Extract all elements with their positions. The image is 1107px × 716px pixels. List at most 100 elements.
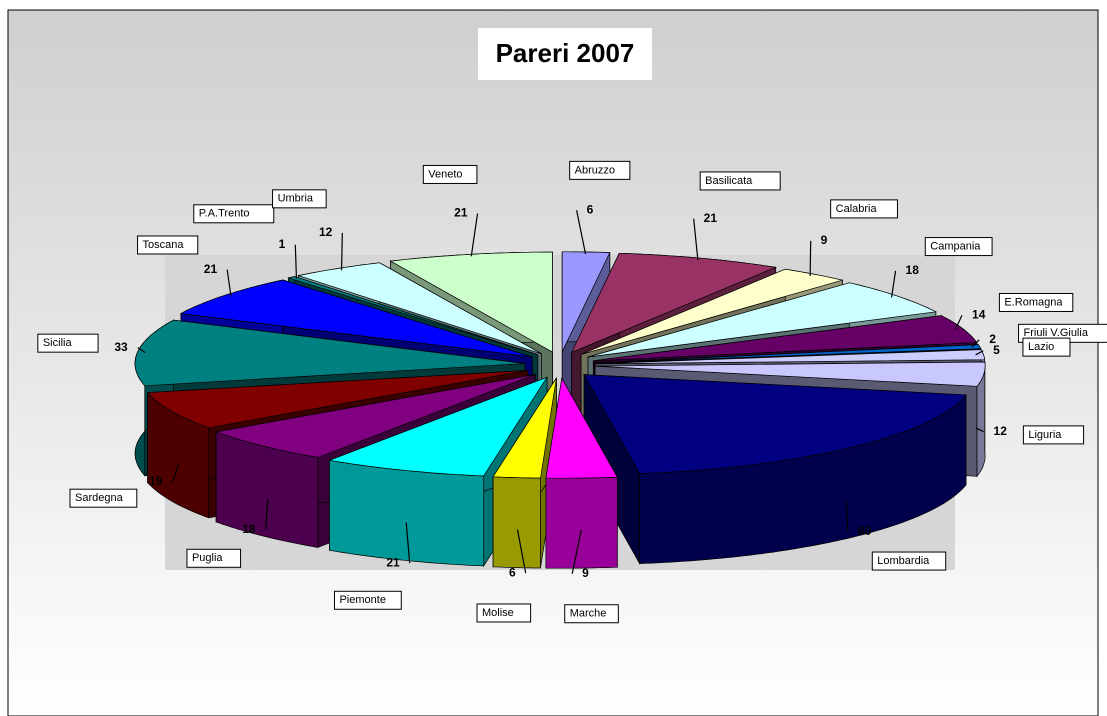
leader-line xyxy=(571,529,582,574)
category-box xyxy=(569,160,631,180)
data-label: 12 xyxy=(319,225,333,239)
category-box xyxy=(476,603,532,623)
data-label: 21 xyxy=(704,211,718,225)
leader-line xyxy=(226,269,232,297)
slice xyxy=(389,251,553,353)
category-box xyxy=(924,237,993,257)
category-box xyxy=(186,548,242,568)
slice xyxy=(580,268,843,355)
slice xyxy=(583,374,967,474)
leader-line xyxy=(890,270,897,298)
slice xyxy=(595,361,986,387)
leader-line xyxy=(845,499,849,532)
data-label: 18 xyxy=(906,263,920,277)
category-label: Molise xyxy=(482,607,514,619)
category-label: Veneto xyxy=(428,168,462,180)
category-label: P.A.Trento xyxy=(199,208,250,220)
category-label: Toscana xyxy=(143,239,185,251)
chart-title: Pareri 2007 xyxy=(496,38,635,68)
category-box xyxy=(998,292,1074,312)
data-label: 9 xyxy=(821,233,828,247)
leader-line xyxy=(971,339,980,348)
data-label: 60 xyxy=(858,524,872,538)
category-box xyxy=(69,488,138,508)
pie xyxy=(134,251,986,569)
category-label: Abruzzo xyxy=(575,164,615,176)
slice xyxy=(214,374,536,458)
slice xyxy=(492,377,557,479)
data-label: 2 xyxy=(989,332,996,346)
category-box xyxy=(699,171,781,191)
slice xyxy=(328,376,548,477)
slice xyxy=(545,377,618,479)
category-box xyxy=(193,204,275,224)
slice xyxy=(134,319,526,387)
category-box xyxy=(37,333,99,353)
category-label: Umbria xyxy=(278,193,314,205)
category-box xyxy=(1022,425,1085,445)
data-label: 21 xyxy=(454,206,468,220)
leader-line xyxy=(171,463,180,483)
slice xyxy=(595,349,986,365)
leader-line xyxy=(405,522,411,564)
data-label: 5 xyxy=(993,343,1000,357)
slice xyxy=(587,282,937,358)
data-label: 19 xyxy=(149,474,163,488)
slice xyxy=(594,344,982,364)
category-label: Lombardia xyxy=(877,555,930,567)
data-label: 6 xyxy=(587,202,594,216)
data-label: 12 xyxy=(994,424,1008,438)
category-box xyxy=(830,199,898,219)
data-label: 18 xyxy=(242,522,256,536)
category-label: Basilicata xyxy=(705,175,753,187)
title-box xyxy=(478,28,652,80)
leader-line xyxy=(809,240,812,276)
slice-wall xyxy=(545,476,618,569)
leader-line xyxy=(264,498,269,530)
category-label: Piemonte xyxy=(339,594,385,606)
category-label: Calabria xyxy=(836,203,878,215)
category-box xyxy=(272,189,327,209)
category-box xyxy=(137,235,199,255)
leader-line xyxy=(576,210,587,255)
slice xyxy=(146,370,528,429)
data-label: 21 xyxy=(386,555,400,569)
category-label: Sardegna xyxy=(75,492,124,504)
data-label: 33 xyxy=(114,340,128,354)
category-label: E.Romagna xyxy=(1004,296,1063,308)
slice xyxy=(287,276,538,356)
leader-line xyxy=(516,529,527,574)
slice-wall xyxy=(492,476,541,569)
data-label: 21 xyxy=(204,262,218,276)
leader-line xyxy=(137,347,146,354)
category-label: Campania xyxy=(930,240,981,252)
leader-line xyxy=(294,244,298,279)
leader-line xyxy=(470,213,479,257)
category-box xyxy=(333,590,402,610)
category-label: Friuli V.Giulia xyxy=(1024,327,1089,339)
category-label: Marche xyxy=(570,608,607,620)
category-box xyxy=(871,551,947,571)
slice xyxy=(297,262,542,355)
slice xyxy=(179,279,533,358)
slice-wall xyxy=(329,459,485,567)
slice xyxy=(570,252,778,354)
category-label: Lazio xyxy=(1028,341,1054,353)
leader-line xyxy=(340,232,343,271)
slice xyxy=(561,251,611,352)
data-label: 6 xyxy=(509,565,516,579)
data-label: 14 xyxy=(972,307,986,321)
category-box xyxy=(422,164,478,184)
category-label: Puglia xyxy=(192,552,223,564)
data-label: 9 xyxy=(582,566,589,580)
category-box xyxy=(564,604,619,624)
leader-line xyxy=(975,350,984,356)
category-label: Liguria xyxy=(1028,429,1062,441)
leader-line xyxy=(693,218,699,261)
slice xyxy=(593,315,978,362)
category-box xyxy=(1022,337,1071,357)
leader-line xyxy=(975,427,984,433)
category-label: Sicilia xyxy=(43,337,73,349)
leader-line xyxy=(954,315,963,330)
